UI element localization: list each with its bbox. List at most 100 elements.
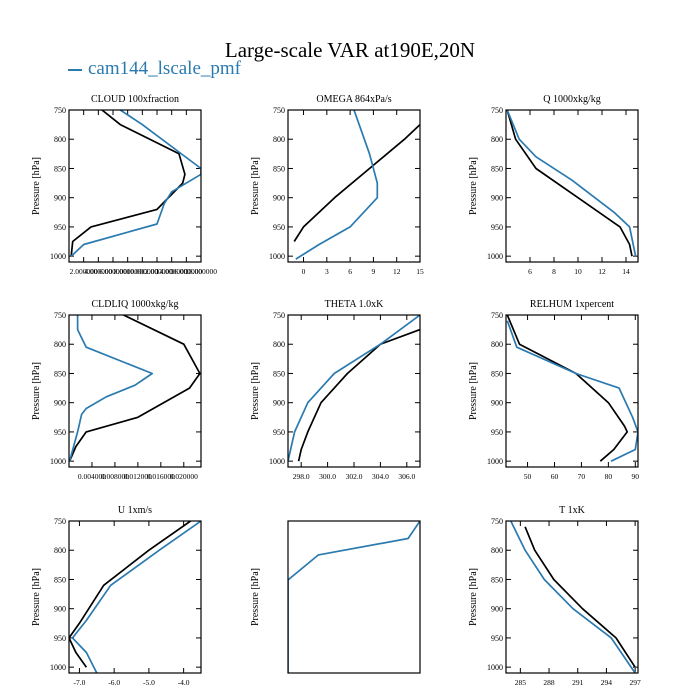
x-tick-label: 14 — [622, 267, 630, 276]
series-line-0 — [293, 123, 420, 242]
y-tick-label: 900 — [491, 194, 503, 203]
y-tick-label: 750 — [54, 517, 66, 526]
y-axis-label: Pressure [hPa] — [468, 157, 479, 215]
y-tick-label: 850 — [273, 369, 285, 378]
panel-0: CLOUD 100xfraction Pressure [hPa] 750 800 85… — [31, 94, 217, 276]
legend: cam144_lscale_pmf — [68, 58, 241, 80]
x-tick-label: 291 — [572, 678, 584, 687]
y-tick-label: 1000 — [487, 457, 503, 466]
y-tick-label: 900 — [491, 399, 503, 408]
series-line-1 — [288, 315, 420, 462]
y-tick-label: 750 — [273, 106, 285, 115]
y-tick-label: 800 — [491, 340, 503, 349]
y-tick-label: 950 — [54, 428, 66, 437]
x-tick-label: 297 — [630, 678, 642, 687]
panel-title: T 1xK — [559, 505, 585, 516]
panel-title: OMEGA 864xPa/s — [316, 94, 391, 105]
panel-6: U 1xm/s Pressure [hPa] 750 800 850 900 950 1000… — [31, 505, 202, 687]
y-tick-label: 1000 — [487, 252, 503, 261]
panel-frame — [68, 314, 202, 468]
y-tick-label: 850 — [491, 575, 503, 584]
figure-title: Large-scale VAR at190E,20N — [224, 38, 476, 62]
x-tick-label: 6 — [348, 267, 352, 276]
panel-frame — [287, 109, 421, 263]
y-tick-label: 800 — [273, 135, 285, 144]
x-tick-label: -7.0 — [73, 678, 85, 687]
y-tick-label: 950 — [491, 634, 503, 643]
y-tick-label: 950 — [54, 634, 66, 643]
x-tick-label: 14.000000 — [156, 267, 188, 276]
y-tick-label: 800 — [491, 135, 503, 144]
panel-title: Q 1000xkg/kg — [543, 94, 601, 105]
y-tick-label: 950 — [54, 223, 66, 232]
panel-frame — [505, 314, 639, 468]
y-axis-label: Pressure [hPa] — [31, 568, 42, 626]
series-line-1 — [506, 320, 638, 462]
x-tick-label: 294 — [601, 678, 613, 687]
x-tick-label: 50 — [524, 472, 532, 481]
x-tick-label: 298.0 — [293, 472, 310, 481]
x-tick-label: 70 — [578, 472, 586, 481]
y-axis-label: Pressure [hPa] — [468, 362, 479, 420]
y-tick-label: 950 — [491, 223, 503, 232]
panel-title: CLOUD 100xfraction — [91, 94, 179, 105]
x-tick-label: 8.000000 — [114, 267, 142, 276]
y-tick-label: 800 — [273, 340, 285, 349]
x-tick-label: 8 — [552, 267, 556, 276]
series-line-1 — [69, 315, 154, 462]
panel-frame — [505, 109, 639, 263]
x-tick-label: 288 — [543, 678, 555, 687]
y-tick-label: 850 — [491, 369, 503, 378]
y-tick-label: 900 — [54, 399, 66, 408]
x-tick-label: 0.016000 — [147, 472, 175, 481]
x-tick-label: 10 — [574, 267, 582, 276]
y-axis-label: Pressure [hPa] — [250, 568, 261, 626]
y-tick-label: 750 — [54, 311, 66, 320]
y-axis-label: Pressure [hPa] — [250, 157, 261, 215]
x-tick-label: 304.0 — [372, 472, 389, 481]
panel-5: RELHUM 1xpercent Pressure [hPa] 750 800 850 9… — [468, 299, 639, 481]
panel-frame — [287, 314, 421, 468]
panel-title: THETA 1.0xK — [325, 299, 384, 310]
y-tick-label: 1000 — [50, 663, 66, 672]
panel-4: THETA 1.0xK Pressure [hPa] 750 800 850 900 950… — [250, 299, 421, 481]
x-tick-label: 302.0 — [346, 472, 363, 481]
panel-7: Pressure [hPa] — [250, 520, 421, 674]
y-tick-label: 750 — [491, 311, 503, 320]
x-tick-label: 10.000000 — [126, 267, 158, 276]
y-axis-label: Pressure [hPa] — [31, 362, 42, 420]
y-tick-label: 800 — [54, 340, 66, 349]
y-tick-label: 800 — [54, 135, 66, 144]
x-tick-label: 12.000000 — [141, 267, 173, 276]
panel-3: CLDLIQ 1000xkg/kg Pressure [hPa] 750 800 850… — [31, 299, 202, 481]
y-tick-label: 750 — [491, 106, 503, 115]
series-line-0 — [524, 526, 636, 668]
x-tick-label: 3 — [325, 267, 329, 276]
y-tick-label: 1000 — [50, 457, 66, 466]
panel-title: U 1xm/s — [118, 505, 152, 516]
x-tick-label: 2.000000 — [70, 267, 98, 276]
x-tick-label: 0 — [302, 267, 306, 276]
series-line-1 — [510, 521, 636, 673]
x-tick-label: -6.0 — [108, 678, 120, 687]
x-tick-label: 12 — [598, 267, 606, 276]
y-tick-label: 850 — [54, 369, 66, 378]
x-tick-label: 9 — [372, 267, 376, 276]
x-tick-label: 0.004000 — [78, 472, 106, 481]
y-tick-label: 950 — [273, 223, 285, 232]
x-tick-label: 300.0 — [319, 472, 336, 481]
x-tick-label: -5.0 — [143, 678, 155, 687]
y-axis-label: Pressure [hPa] — [31, 157, 42, 215]
y-tick-label: 850 — [54, 164, 66, 173]
panel-frame — [287, 520, 421, 674]
x-tick-label: 18.000000 — [185, 267, 217, 276]
x-tick-label: 12 — [393, 267, 401, 276]
y-tick-label: 750 — [273, 311, 285, 320]
y-tick-label: 850 — [273, 164, 285, 173]
x-tick-label: -4.0 — [178, 678, 190, 687]
y-tick-label: 1000 — [269, 457, 285, 466]
x-tick-label: 80 — [605, 472, 613, 481]
panel-8: T 1xK Pressure [hPa] 750 800 850 900 950 1000 28… — [468, 505, 641, 687]
series-line-0 — [288, 521, 420, 673]
